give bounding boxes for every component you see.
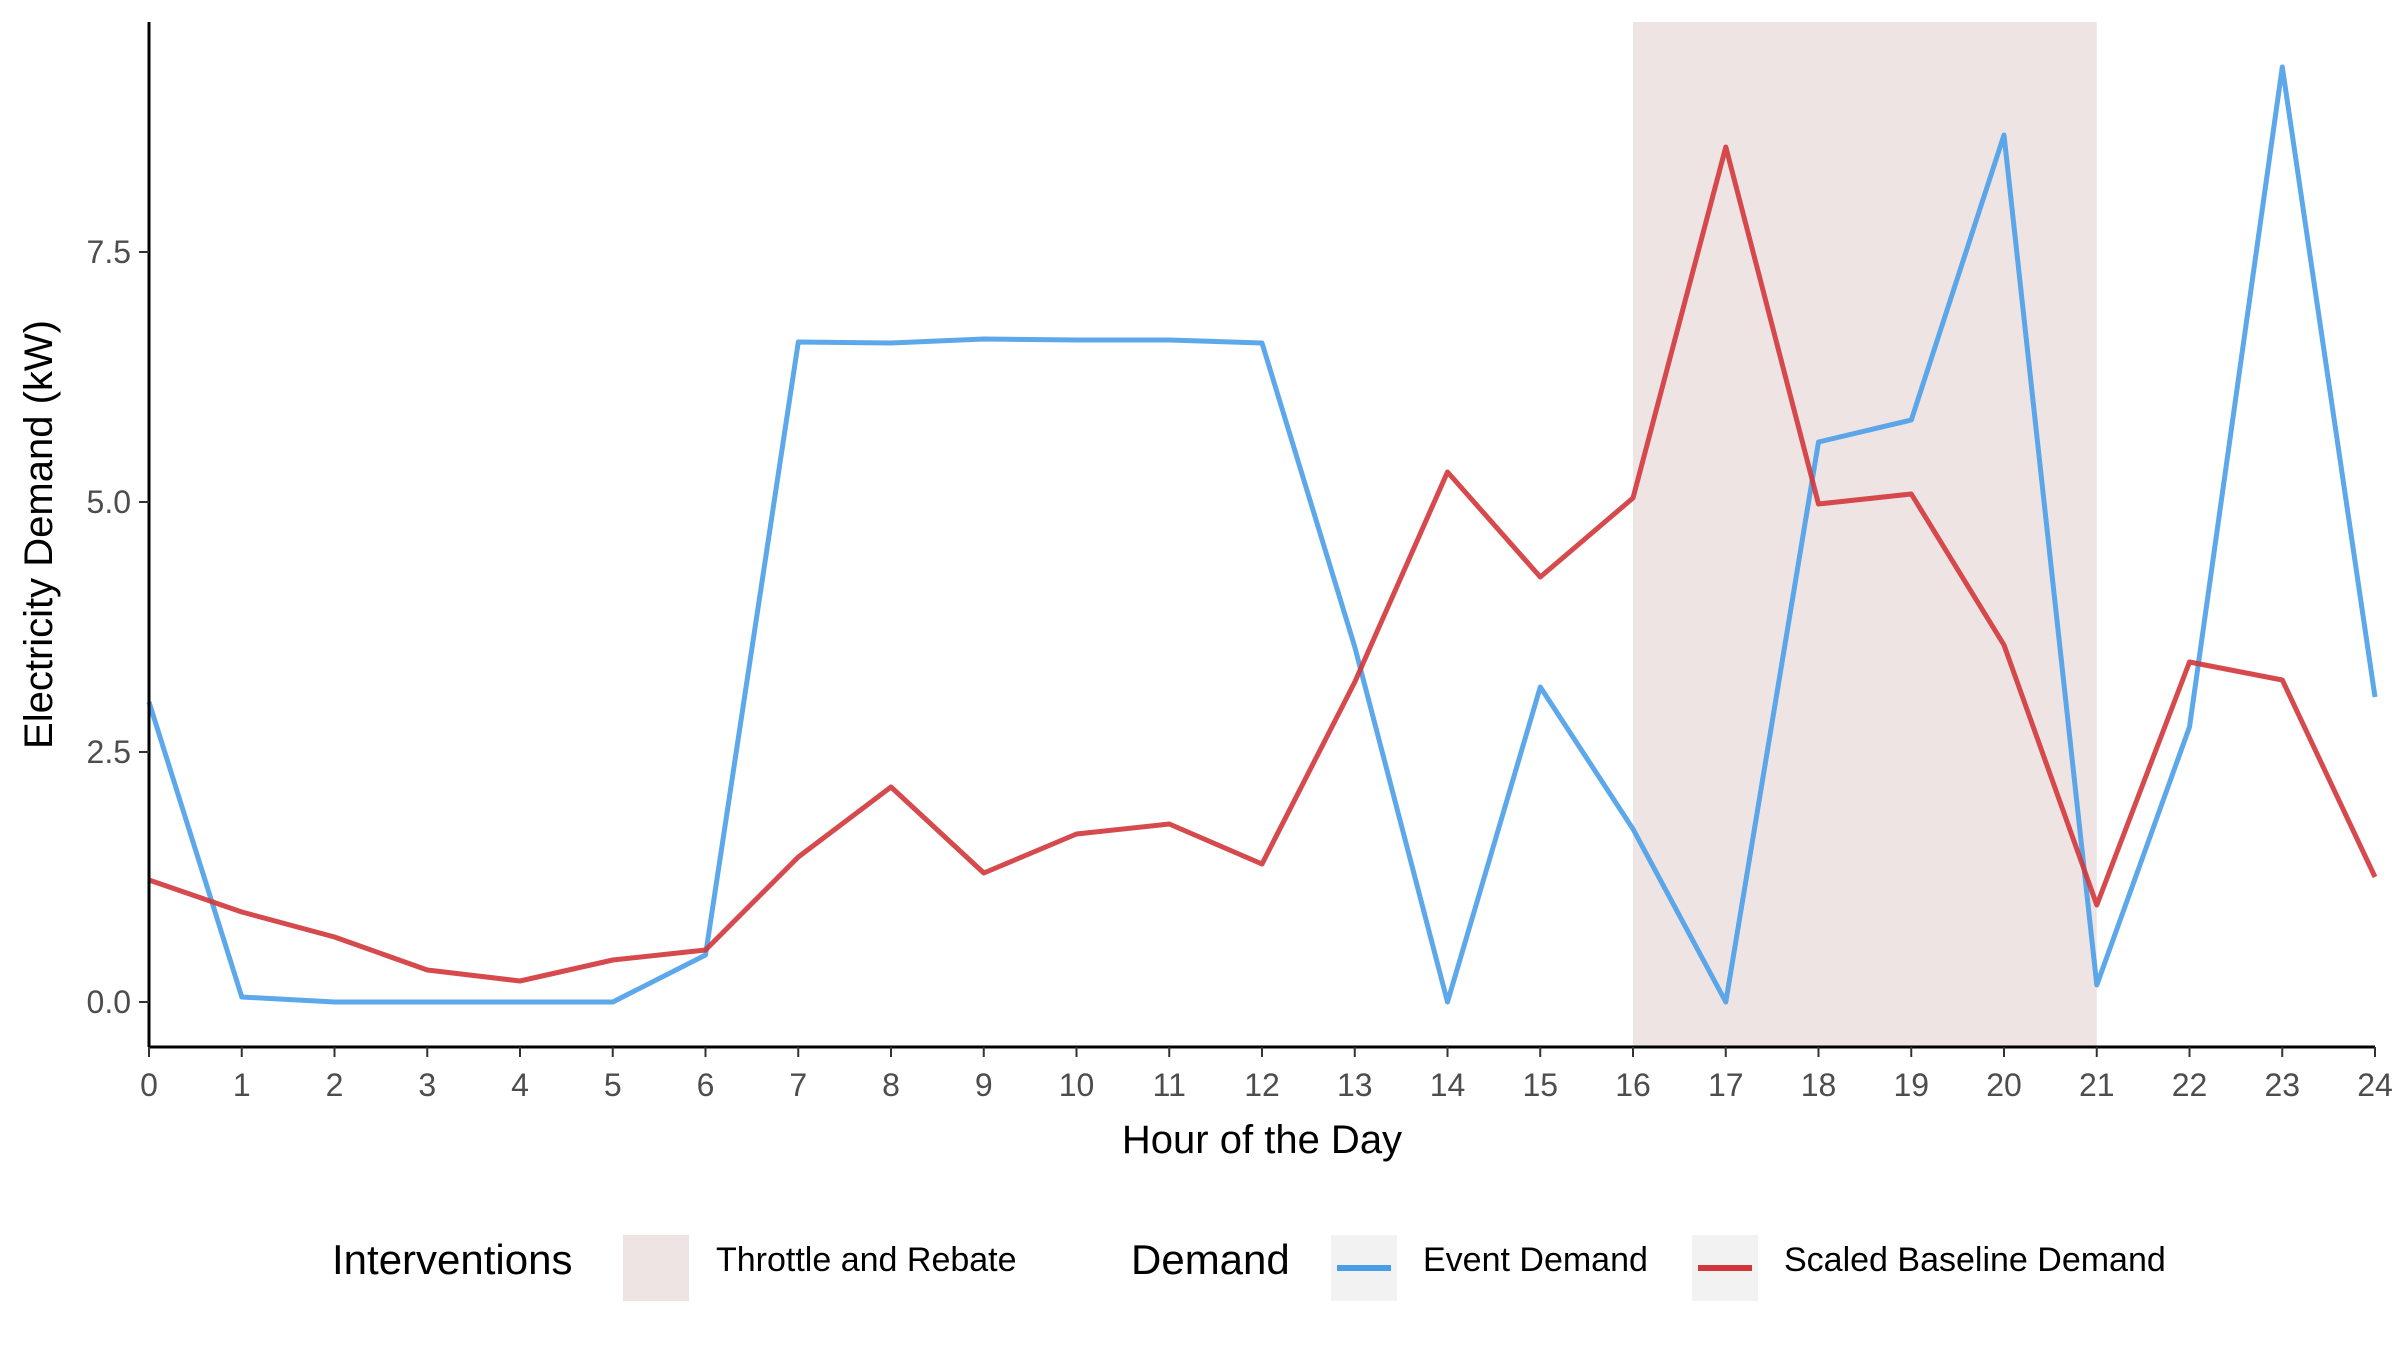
x-tick-label: 2 [326,1067,344,1103]
x-tick-label: 17 [1708,1067,1744,1103]
x-axis-title: Hour of the Day [1122,1118,1402,1162]
legend-label-throttle-and-rebate: Throttle and Rebate [716,1241,1017,1279]
x-tick-label: 10 [1059,1067,1095,1103]
series-lines [146,64,2378,1005]
x-tick-label: 11 [1153,1067,1186,1103]
x-tick-label: 15 [1522,1067,1558,1103]
legend: Interventions Throttle and Rebate Demand Ev… [332,1235,2166,1301]
x-tick-label: 13 [1337,1067,1373,1103]
x-tick-label: 1 [233,1067,251,1103]
x-tick-label: 9 [975,1067,993,1103]
x-tick-label: 7 [789,1067,807,1103]
tick-labels: 0 1 2 3 4 5 6 7 8 9 10 11 12 13 14 15 16 17 18 19 20 21 22 23 24… [87,234,2393,1103]
legend-title-demand: Demand [1131,1236,1290,1283]
legend-label-scaled-baseline-demand: Scaled Baseline Demand [1784,1241,2166,1279]
x-tick-label: 24 [2357,1067,2393,1103]
y-tick-label: 2.5 [87,734,131,770]
x-tick-label: 18 [1801,1067,1837,1103]
series-line-event-demand [146,64,2378,1005]
x-tick-label: 3 [418,1067,436,1103]
x-tick-label: 6 [697,1067,715,1103]
x-tick-label: 5 [604,1067,622,1103]
y-tick-label: 7.5 [87,234,131,270]
legend-title-interventions: Interventions [332,1236,572,1283]
x-tick-label: 19 [1893,1067,1929,1103]
x-tick-label: 4 [511,1067,529,1103]
y-axis-title: Electricity Demand (kW) [17,320,61,749]
x-tick-label: 23 [2264,1067,2300,1103]
legend-key-throttle-and-rebate [623,1235,689,1301]
x-tick-label: 12 [1244,1067,1280,1103]
shaded-region-0 [1633,22,2097,1047]
x-tick-label: 20 [1986,1067,2022,1103]
x-tick-label: 14 [1430,1067,1466,1103]
y-tick-label: 5.0 [87,484,131,520]
x-tick-label: 16 [1615,1067,1651,1103]
y-tick-label: 0.0 [87,984,131,1020]
x-tick-label: 8 [882,1067,900,1103]
x-tick-label: 22 [2172,1067,2208,1103]
x-tick-label: 21 [2079,1067,2115,1103]
legend-label-event-demand: Event Demand [1423,1241,1648,1279]
series-line-scaled-baseline-demand [148,144,2378,984]
x-tick-label: 0 [140,1067,158,1103]
shaded-regions [1633,22,2097,1047]
